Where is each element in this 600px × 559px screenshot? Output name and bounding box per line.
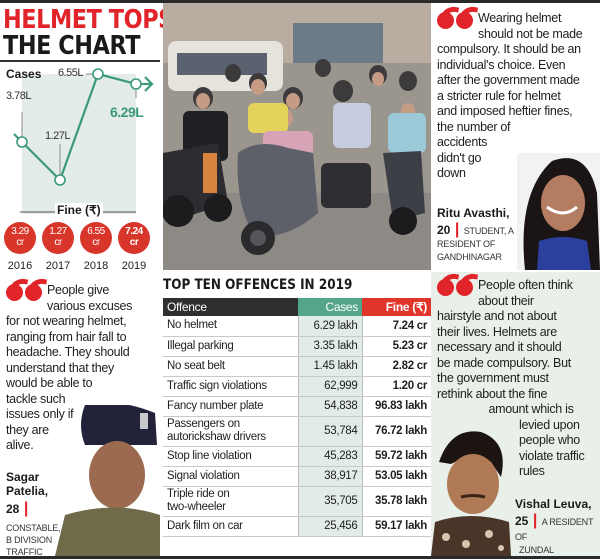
headline-line-1: HELMET TOPS [3, 5, 174, 35]
table-row: Triple ride on two-wheeler 35,705 35.78 l… [163, 486, 431, 517]
sagar-attribution: Sagar Patelia, 28 | CONSTABLE, B DIVISIO… [6, 470, 76, 559]
person-name: Sagar Patelia, [6, 470, 49, 498]
ritu-attribution: Ritu Avasthi, 20 | STUDENT, A RESIDENT O… [437, 206, 522, 264]
quote-panel-ritu: Wearing helmet should not be made compul… [431, 3, 600, 270]
vishal-quote: People often think about their hairstyle… [437, 278, 585, 478]
column-header-fine: Fine (₹) [362, 298, 431, 316]
table-title: TOP TEN OFFENCES IN 2019 [163, 277, 353, 293]
headline-line-2: THE CHART [3, 31, 141, 61]
ritu-portrait [517, 153, 600, 270]
fine-badge-2019: 7.24 cr [118, 222, 150, 254]
column-header-cases: Cases [298, 298, 362, 316]
fine-badge-2016: 3.29 cr [4, 222, 36, 254]
chart-panel: HELMET TOPS THE CHART Cases 3.78L 1.27L … [0, 3, 174, 275]
ritu-quote: Wearing helmet should not be made compul… [437, 11, 583, 180]
ritu-photo [517, 153, 600, 270]
headline-divider [0, 60, 160, 62]
bottom-border [0, 556, 600, 559]
person-age: 25 [515, 514, 529, 528]
vishal-portrait [431, 422, 511, 556]
traffic-photo [163, 3, 431, 270]
top-border [0, 0, 600, 3]
offences-table: Offence Cases Fine (₹) No helmet 6.29 la… [163, 298, 431, 537]
cases-axis-label: Cases [6, 67, 42, 81]
fine-badge-2018: 6.55 cr [80, 222, 112, 254]
quote-mark-icon [437, 279, 475, 301]
fine-label: Fine (₹) [55, 203, 103, 217]
person-name: Vishal Leuva, [515, 497, 592, 511]
table-row: No seat belt 1.45 lakh 2.82 cr [163, 356, 431, 377]
table-row: Traffic sign violations 62,999 1.20 cr [163, 376, 431, 397]
year-label-2016: 2016 [7, 260, 33, 272]
person-age: 28 [6, 502, 20, 516]
table-row: Fancy number plate 54,838 96.83 lakh [163, 396, 431, 417]
quote-panel-vishal: People often think about their hairstyle… [431, 272, 600, 556]
table-row: Stop line violation 45,283 59.72 lakh [163, 446, 431, 467]
vishal-photo [431, 422, 511, 556]
point-label-2019: 6.29L [110, 104, 144, 120]
point-label-2018: 6.55L [58, 67, 84, 79]
cases-line-chart: Cases 3.78L 1.27L 6.55L 6.29L Fine (₹) 3… [0, 62, 160, 275]
table-row: Signal violation 38,917 53.05 lakh [163, 466, 431, 487]
year-label-2018: 2018 [83, 260, 109, 272]
year-label-2017: 2017 [45, 260, 71, 272]
table-header-row: Offence Cases Fine (₹) [163, 298, 431, 316]
table-row: Dark film on car 25,456 59.17 lakh [163, 516, 431, 537]
quote-mark-icon [6, 284, 44, 306]
table-row: No helmet 6.29 lakh 7.24 cr [163, 316, 431, 337]
table-row: Illegal parking 3.35 lakh 5.23 cr [163, 336, 431, 357]
sagar-portrait [55, 405, 160, 556]
quote-panel-sagar: People give various excuses for not wear… [0, 275, 160, 559]
traffic-crowd-image [163, 3, 431, 270]
table-row: Passengers on autorickshaw drivers 53,784… [163, 416, 431, 447]
column-header-offence: Offence [163, 298, 298, 316]
year-label-2019: 2019 [121, 260, 147, 272]
quote-mark-icon [437, 12, 475, 34]
vishal-attribution: Vishal Leuva, 25 | A RESIDENT OF ZUNDAL [515, 497, 600, 557]
sagar-quote: People give various excuses for not wear… [6, 283, 133, 452]
person-name: Ritu Avasthi, [437, 206, 510, 220]
person-age: 20 [437, 223, 451, 237]
point-label-2016: 3.78L [6, 90, 32, 102]
point-label-2017: 1.27L [45, 130, 71, 142]
sagar-photo [55, 405, 160, 556]
fine-badge-2017: 1.27 cr [42, 222, 74, 254]
chart-graphic [13, 68, 154, 214]
